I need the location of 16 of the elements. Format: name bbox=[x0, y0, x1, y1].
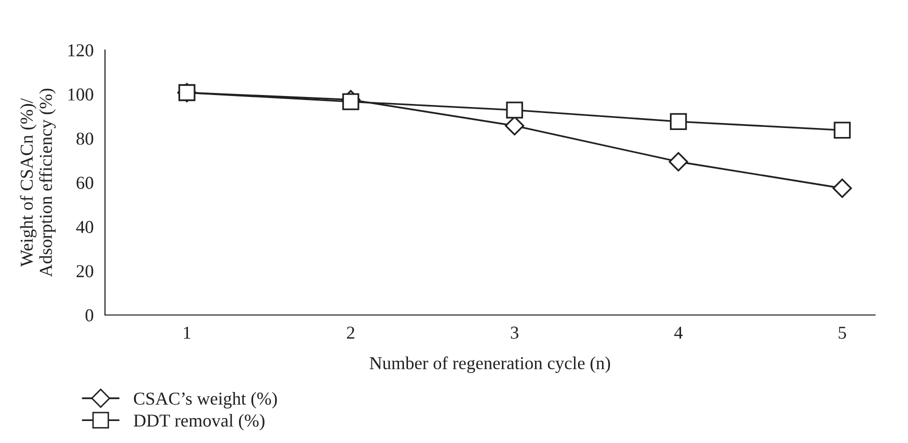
legend-label: DDT removal (%) bbox=[134, 414, 264, 430]
x-tick-label: 4 bbox=[674, 326, 683, 339]
y-axis-title: Weight of CSACn (%)/ Adsorption efficiency (%) bbox=[20, 88, 56, 277]
y-tick-label: 40 bbox=[76, 220, 94, 234]
y-tick-label: 80 bbox=[76, 132, 94, 145]
y-tick-label: 100 bbox=[68, 88, 94, 101]
x-axis-title: Number of regeneration cycle (n) bbox=[370, 356, 610, 373]
x-tick-label: 5 bbox=[838, 326, 846, 339]
x-tick-label: 3 bbox=[510, 326, 518, 339]
x-tick-label: 1 bbox=[184, 326, 190, 339]
y-tick-label: 0 bbox=[86, 309, 94, 322]
y-tick-label: 60 bbox=[76, 176, 94, 189]
y-tick-label: 20 bbox=[76, 265, 94, 278]
y-tick-label: 120 bbox=[68, 44, 94, 56]
x-tick-label: 2 bbox=[347, 326, 354, 339]
legend-label: CSAC’s weight (%) bbox=[134, 392, 277, 408]
